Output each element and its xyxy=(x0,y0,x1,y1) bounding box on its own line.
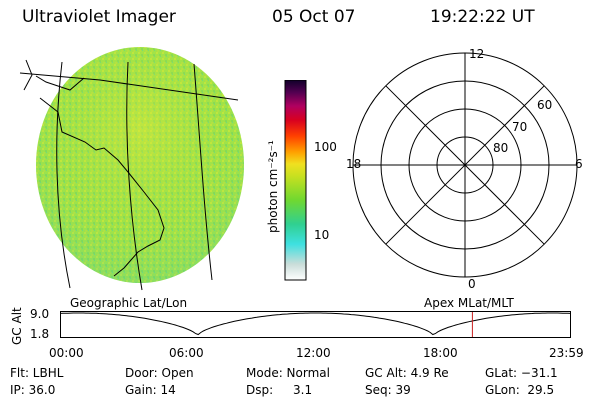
time-tick-1200: 12:00 xyxy=(296,346,331,360)
mlat-label-80: 80 xyxy=(493,141,509,155)
geographic-caption: Geographic Lat/Lon xyxy=(70,296,188,310)
status-gain: Gain: 14 xyxy=(125,383,176,397)
orbit-ymax: 9.0 xyxy=(30,307,50,321)
status-ip: IP: 36.0 xyxy=(10,383,56,397)
status-glat: GLat: −31.1 xyxy=(485,366,558,380)
apex-caption: Apex MLat/MLT xyxy=(424,296,514,310)
coastline xyxy=(39,97,165,277)
status-dsp-value: 3.1 xyxy=(293,383,313,397)
time-tick-0600: 06:00 xyxy=(169,346,204,360)
time-tick-1800: 18:00 xyxy=(423,346,458,360)
longitude-line xyxy=(56,61,71,289)
time-tick-0000: 00:00 xyxy=(49,346,84,360)
status-door: Door: Open xyxy=(125,366,194,380)
geographic-image xyxy=(19,47,244,291)
orbit-ylabel: GC Alt xyxy=(10,307,24,345)
colorbar-tick-10: 10 xyxy=(314,228,330,242)
status-seq: Seq: 39 xyxy=(365,383,411,397)
date-label: 05 Oct 07 xyxy=(272,7,356,27)
orbit-plot xyxy=(60,311,571,338)
colorbar-label: photon cm⁻²s⁻¹ xyxy=(266,140,280,233)
mlt-label-12: 12 xyxy=(469,47,485,61)
mlt-label-6: 6 xyxy=(575,157,583,171)
mlat-label-70: 70 xyxy=(512,120,528,134)
status-gc-alt: GC Alt: 4.9 Re xyxy=(365,366,449,380)
orbit-ymin: 1.8 xyxy=(30,327,50,341)
colorbar-tick-100: 100 xyxy=(314,140,337,154)
colorbar xyxy=(284,80,307,281)
longitude-line xyxy=(126,61,143,291)
time-label: 19:22:22 UT xyxy=(430,7,535,27)
mlt-label-18: 18 xyxy=(346,157,362,171)
auroral-patch xyxy=(357,235,399,271)
instrument-title: Ultraviolet Imager xyxy=(22,7,176,27)
mlat-label-60: 60 xyxy=(537,98,553,112)
polar-plot xyxy=(352,52,578,278)
mlt-label-0: 0 xyxy=(468,277,476,291)
orbit-altitude-curve xyxy=(60,312,571,336)
time-tick-2359: 23:59 xyxy=(549,346,584,360)
latitude-line xyxy=(19,72,239,101)
status-glon: GLon: 29.5 xyxy=(485,383,555,397)
status-dsp-label: Dsp: xyxy=(246,383,274,397)
status-flt: Flt: LBHL xyxy=(10,366,64,380)
longitude-line xyxy=(193,63,213,281)
status-mode: Mode: Normal xyxy=(246,366,330,380)
